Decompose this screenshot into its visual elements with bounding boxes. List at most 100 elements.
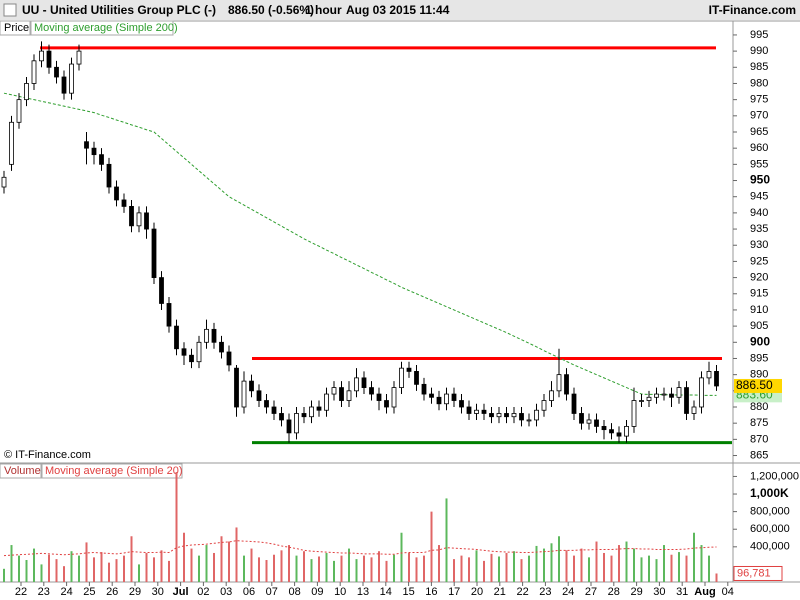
- candle-body: [391, 387, 397, 408]
- y-tick-label: 990: [750, 45, 768, 57]
- legend-box[interactable]: [30, 20, 174, 36]
- x-tick-label: Aug: [694, 586, 715, 598]
- candle-body: [234, 367, 239, 408]
- volume-bar: [175, 472, 178, 582]
- x-tick-label: 17: [448, 586, 460, 598]
- volume-bar: [648, 555, 650, 582]
- y-tick-label: 905: [750, 320, 768, 332]
- candle-body: [631, 400, 637, 427]
- candle-body: [369, 387, 374, 395]
- candle-body: [91, 147, 97, 156]
- candle-body: [601, 426, 607, 431]
- volume-bar: [288, 545, 290, 582]
- header-icon[interactable]: [3, 3, 17, 17]
- candle-body: [256, 390, 262, 401]
- volume-bar: [415, 557, 418, 582]
- x-tick-label: 07: [266, 586, 278, 598]
- volume-bar: [385, 560, 388, 582]
- y-tick-label: 400,000: [750, 541, 790, 553]
- volume-bar: [348, 548, 350, 582]
- volume-bar: [618, 545, 620, 582]
- volume-bar: [520, 559, 523, 582]
- candle-body: [159, 277, 164, 304]
- candle-body: [556, 374, 562, 392]
- candle-body: [361, 377, 367, 388]
- volume-bar: [160, 550, 163, 582]
- y-tick-label: 875: [750, 417, 768, 429]
- candle-body: [106, 163, 112, 188]
- volume-bar: [370, 557, 373, 582]
- volume-bar: [573, 555, 575, 582]
- volume-bar: [475, 550, 478, 582]
- x-tick-label: 26: [106, 586, 118, 598]
- candle-body: [129, 206, 134, 227]
- volume-bar: [468, 557, 470, 582]
- candle-body: [579, 413, 584, 424]
- volume-bar: [18, 555, 20, 582]
- candle-body: [76, 50, 82, 65]
- candle-body: [241, 380, 247, 408]
- volume-bar: [108, 562, 110, 582]
- x-tick-label: 24: [60, 586, 72, 598]
- x-tick-label: 16: [425, 586, 437, 598]
- candle-body: [136, 212, 142, 227]
- legend-box[interactable]: [0, 20, 31, 36]
- y-tick-label: 945: [750, 191, 768, 203]
- x-tick-label: 30: [653, 586, 665, 598]
- x-tick-label: 25: [83, 586, 95, 598]
- candle-body: [496, 413, 502, 418]
- candle-body: [616, 432, 622, 437]
- legend-ma200: Moving average (Simple 200): [34, 22, 178, 34]
- volume-bar: [228, 541, 230, 582]
- x-tick-label: 29: [129, 586, 141, 598]
- y-tick-label: 600,000: [750, 523, 790, 535]
- volume-bar: [535, 545, 538, 582]
- candle-body: [654, 393, 659, 398]
- legend-price: Price: [4, 22, 29, 34]
- y-tick-label: 880: [750, 401, 768, 413]
- ma-line: [3, 540, 717, 557]
- volume-bar: [498, 556, 500, 582]
- ma-line: [3, 92, 717, 396]
- y-tick-label: 935: [750, 223, 768, 235]
- candle-body: [459, 400, 464, 408]
- x-tick-label: 27: [585, 586, 597, 598]
- volume-bar: [453, 559, 455, 582]
- volume-bar: [93, 557, 95, 582]
- x-tick-label: 21: [494, 586, 506, 598]
- candle-body: [571, 393, 577, 414]
- volume-bar: [528, 555, 530, 582]
- volume-bar: [640, 557, 643, 582]
- volume-bar: [588, 557, 590, 582]
- candle-body: [714, 371, 719, 387]
- volume-bar: [48, 554, 50, 582]
- volume-bar: [40, 564, 43, 582]
- y-tick-label: 975: [750, 94, 768, 106]
- y-tick-label: 970: [750, 110, 768, 122]
- candle-body: [474, 409, 479, 414]
- volume-bar: [100, 552, 103, 582]
- volume-bar: [595, 541, 598, 582]
- x-tick-label: 20: [471, 586, 483, 598]
- volume-bar: [25, 560, 28, 582]
- y-tick-label: 955: [750, 158, 768, 170]
- x-tick-label: 30: [152, 586, 164, 598]
- volume-bar: [183, 532, 185, 582]
- legend-box[interactable]: [41, 463, 183, 479]
- y-tick-label: 895: [750, 352, 768, 364]
- candle-body: [181, 348, 187, 356]
- candle-body: [444, 393, 449, 405]
- volume-bar: [205, 545, 208, 582]
- candle-body: [271, 406, 277, 414]
- candle-body: [316, 406, 322, 411]
- volume-bar: [483, 560, 485, 582]
- x-tick-label: 06: [243, 586, 255, 598]
- legend-box[interactable]: [0, 463, 42, 479]
- x-tick-label: 23: [38, 586, 50, 598]
- volume-bar: [430, 511, 433, 582]
- volume-bar: [310, 559, 313, 582]
- volume-bar: [708, 555, 710, 582]
- x-tick-label: 13: [357, 586, 369, 598]
